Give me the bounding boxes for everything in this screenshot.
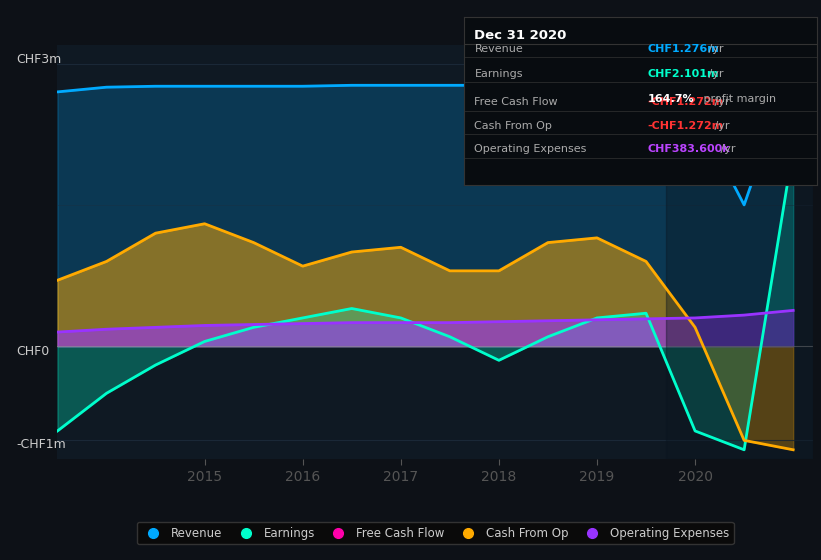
Text: -CHF1m: -CHF1m [16,438,66,451]
Text: Free Cash Flow: Free Cash Flow [475,97,558,108]
Text: 164.7%: 164.7% [648,94,694,104]
Text: /yr: /yr [711,97,730,108]
Text: CHF3m: CHF3m [16,53,62,66]
Bar [666,45,813,459]
Text: profit margin: profit margin [700,94,777,104]
Text: /yr: /yr [704,44,723,54]
Text: /yr: /yr [704,69,723,79]
Text: /yr: /yr [718,144,736,155]
Text: Revenue: Revenue [475,44,523,54]
Text: Cash From Op: Cash From Op [475,121,553,131]
Text: CHF2.101m: CHF2.101m [648,69,719,79]
Text: -CHF1.272m: -CHF1.272m [648,121,723,131]
Text: Dec 31 2020: Dec 31 2020 [475,29,566,41]
Legend: Revenue, Earnings, Free Cash Flow, Cash From Op, Operating Expenses: Revenue, Earnings, Free Cash Flow, Cash … [136,522,734,544]
Text: Earnings: Earnings [475,69,523,79]
Text: Operating Expenses: Operating Expenses [475,144,587,155]
Text: /yr: /yr [711,121,730,131]
Text: CHF0: CHF0 [16,345,49,358]
Text: CHF1.276m: CHF1.276m [648,44,719,54]
Text: -CHF1.272m: -CHF1.272m [648,97,723,108]
Text: CHF383.600k: CHF383.600k [648,144,730,155]
